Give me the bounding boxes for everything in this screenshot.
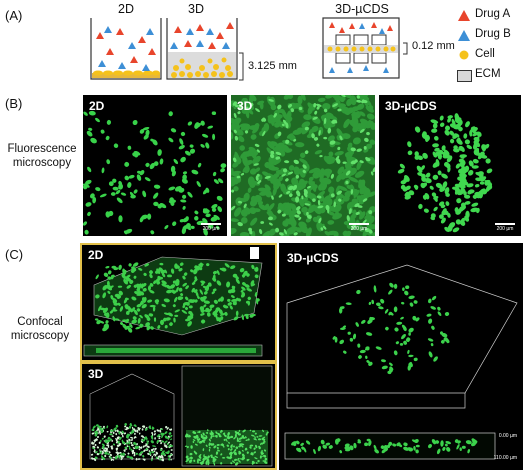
fluorescence-3d-title: 3D xyxy=(237,99,253,113)
depth-top-label: 0.00 µm xyxy=(498,433,517,439)
panel-label-c: (C) xyxy=(5,247,24,262)
legend-item-drug-b: Drug B xyxy=(475,28,511,40)
confocal-2d-title: 2D xyxy=(88,248,104,262)
red-triangle-icon xyxy=(458,10,470,21)
legend-item-drug-a: Drug A xyxy=(475,8,511,20)
legend: Drug A Drug B Cell ECM xyxy=(455,4,525,84)
fluorescence-row-title: Fluorescence microscopy xyxy=(7,143,77,169)
chip-label: 3D-µCDS xyxy=(335,2,389,16)
confocal-chip-title: 3D-µCDS xyxy=(287,251,339,265)
fluorescence-chip-title: 3D-µCDS xyxy=(385,99,437,113)
panel-label-b: (B) xyxy=(5,96,23,111)
dim-chip-label: 0.12 mm xyxy=(412,40,455,52)
confocal-2d-panel: 2D xyxy=(80,243,277,362)
fluorescence-image-2d: 2D 200 µm xyxy=(83,95,227,236)
confocal-3d-title: 3D xyxy=(88,367,104,381)
scale-bar-3d: 200 µm xyxy=(349,223,369,232)
confocal-row-title: Confocal microscopy xyxy=(10,316,70,342)
dish-2d-label: 2D xyxy=(118,2,134,16)
depth-bottom-label: 110.00 µm xyxy=(493,455,517,461)
dish-3d-diagram xyxy=(166,18,238,80)
dim-3d-label: 3.125 mm xyxy=(248,60,297,72)
dim-chip-bracket xyxy=(403,42,408,55)
fluorescence-2d-title: 2D xyxy=(89,99,105,113)
yellow-dot-icon xyxy=(459,50,469,60)
blue-triangle-icon xyxy=(458,30,470,41)
scale-bar-chip: 200 µm xyxy=(495,223,515,232)
panel-label-a: (A) xyxy=(5,8,23,23)
legend-item-cell: Cell xyxy=(475,48,495,60)
dish-3d-label: 3D xyxy=(188,2,204,16)
gray-box-icon xyxy=(457,70,472,82)
dish-2d-diagram xyxy=(90,18,162,80)
confocal-3d-panel: 3D xyxy=(80,362,277,470)
confocal-chip-panel: 3D-µCDS 0.00 µm 110.00 µm xyxy=(279,243,523,470)
fluorescence-image-chip: 3D-µCDS 200 µm xyxy=(379,95,521,236)
legend-item-ecm: ECM xyxy=(475,68,501,80)
chip-diagram xyxy=(322,17,400,79)
fluorescence-image-3d: 3D 200 µm xyxy=(231,95,375,236)
dim-3d-bracket xyxy=(239,52,244,81)
scale-bar-2d: 200 µm xyxy=(201,223,221,232)
